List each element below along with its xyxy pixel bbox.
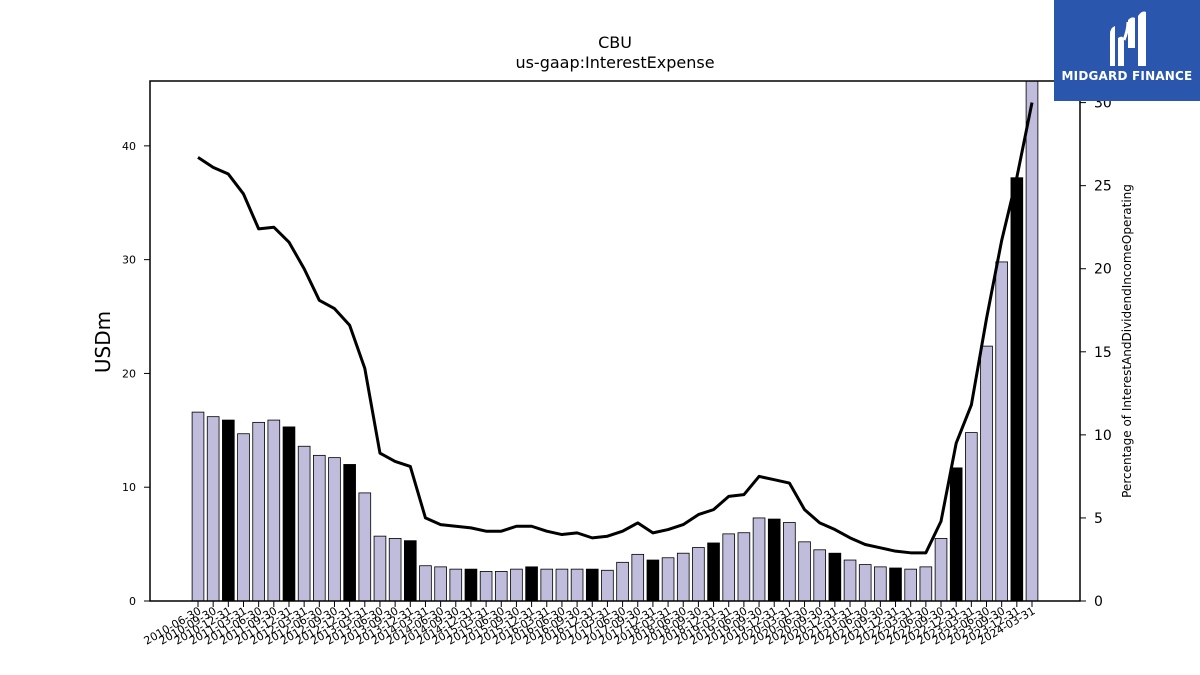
logo-text: MIDGARD FINANCE (1061, 69, 1193, 83)
bar (358, 492, 372, 602)
bar (479, 571, 493, 602)
bar (934, 538, 948, 602)
bar (676, 552, 690, 602)
bar (646, 559, 660, 602)
bar (449, 568, 463, 602)
bar (661, 557, 675, 602)
bar (616, 561, 629, 602)
bar (403, 540, 417, 602)
bar (343, 464, 356, 602)
bar (601, 569, 614, 602)
bar (919, 566, 933, 602)
bar (752, 517, 766, 602)
bar (1025, 80, 1039, 602)
bar (949, 467, 963, 602)
bar (798, 541, 811, 602)
chart-subtitle: us-gaap:InterestExpense (515, 53, 714, 72)
bar (373, 535, 387, 602)
bar (494, 571, 508, 602)
bar (858, 564, 872, 602)
bar (737, 532, 751, 602)
bar (555, 568, 569, 602)
bar (419, 565, 432, 602)
bar (282, 426, 296, 602)
bar (707, 542, 720, 602)
y-tick-label: 30 (122, 254, 136, 267)
bar (692, 547, 705, 602)
y2-tick-label: 25 (1094, 179, 1112, 195)
bar (722, 533, 736, 602)
bar (267, 419, 281, 602)
bar (540, 568, 554, 602)
y2-tick-label: 10 (1094, 428, 1112, 444)
y2-tick-label: 0 (1094, 594, 1103, 610)
y2-tick-label: 20 (1094, 262, 1112, 278)
y2-tick-label: 5 (1094, 511, 1103, 527)
bar (1010, 177, 1024, 602)
chart-title: CBU (598, 33, 632, 52)
y2-tick-label: 15 (1094, 345, 1112, 361)
bar (631, 553, 645, 602)
y2-axis-label: Percentage of InterestAndDividendIncomeO… (1120, 184, 1134, 498)
bar (783, 522, 796, 602)
y-tick-label: 20 (122, 367, 136, 380)
midgard-logo-icon (1110, 11, 1146, 66)
bar (191, 411, 205, 602)
bar (904, 568, 917, 602)
bar (980, 345, 993, 602)
bar (510, 568, 523, 602)
y-axis-label: USDm (91, 311, 115, 373)
bar (585, 568, 599, 602)
y-tick-label: 10 (122, 481, 136, 494)
bar (252, 421, 265, 602)
bar (813, 549, 827, 602)
bar (843, 559, 857, 602)
plot-frame (149, 80, 1081, 602)
bar (828, 552, 842, 602)
bar (570, 568, 584, 602)
bar (313, 454, 326, 602)
bar (222, 419, 235, 602)
bar (434, 566, 447, 602)
bar (206, 416, 220, 602)
y-tick-label: 40 (122, 140, 136, 153)
bar (995, 261, 1008, 602)
bar (237, 433, 250, 602)
bar (297, 445, 311, 602)
bar (874, 566, 887, 602)
bar (328, 457, 341, 602)
bar (965, 432, 978, 602)
series-line (197, 102, 1034, 555)
bar (525, 566, 538, 602)
bar (464, 568, 478, 602)
bar (388, 538, 402, 602)
bar (767, 518, 781, 602)
bar (889, 567, 902, 602)
y-tick-label: 0 (129, 595, 136, 608)
brand-logo: MIDGARD FINANCE (1054, 0, 1200, 101)
